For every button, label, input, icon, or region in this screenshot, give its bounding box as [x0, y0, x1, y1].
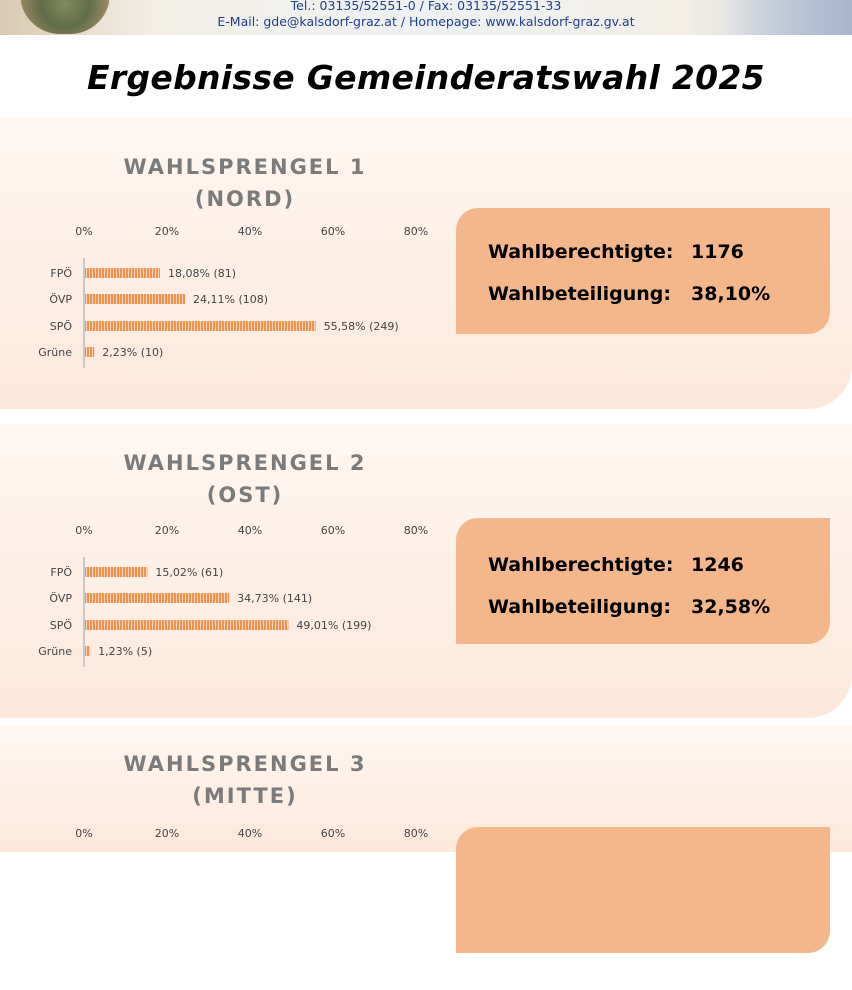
results-bar-chart: 0% 20% 40% 60% 80% FPÖ 15,02% (61) ÖVP 34,73% (1… [38, 524, 428, 667]
results-bar-chart: 0% 20% 40% 60% 80% [75, 827, 428, 840]
district-title: WAHLSPRENGEL 1 (NORD) [100, 151, 390, 215]
x-tick-label: 40% [238, 225, 262, 238]
category-label: FPÖ [50, 267, 72, 280]
eligible-voters-row: Wahlberechtigte: 1246 [488, 554, 744, 576]
x-tick-label: 20% [155, 827, 179, 840]
contact-email-homepage: E-Mail: gde@kalsdorf-graz.at / Homepage:… [217, 14, 635, 29]
district-title-line1: WAHLSPRENGEL 3 [123, 752, 367, 776]
page-title: Ergebnisse Gemeinderatswahl 2025 [87, 58, 765, 97]
district-section-2: WAHLSPRENGEL 2 (OST) 0% 20% 40% 60% 80% FPÖ 15… [0, 424, 852, 718]
header-banner: Tel.: 03135/52551-0 / Fax: 03135/52551-3… [0, 0, 852, 35]
district-stats-box [456, 827, 830, 953]
x-tick-label: 20% [155, 524, 179, 537]
district-title-line1: WAHLSPRENGEL 1 [123, 155, 367, 179]
category-label: SPÖ [50, 320, 73, 333]
data-label: 2,23% (10) [102, 346, 163, 359]
category-label: Grüne [38, 346, 72, 359]
district-title-line2: (MITTE) [192, 784, 298, 808]
x-tick-label: 0% [75, 225, 92, 238]
category-label: SPÖ [50, 619, 73, 632]
x-tick-label: 80% [404, 524, 428, 537]
turnout-value: 38,10% [691, 283, 771, 305]
bar-övp [85, 294, 186, 304]
header-decoration [722, 0, 852, 35]
district-title-line2: (OST) [206, 483, 284, 507]
x-tick-label: 40% [238, 524, 262, 537]
district-stats-box: Wahlberechtigte: 1176 Wahlbeteiligung: 38,… [456, 208, 830, 334]
data-label: 1,23% (5) [98, 645, 152, 658]
district-section-3: WAHLSPRENGEL 3 (MITTE) 0% 20% 40% 60% 80% [0, 726, 852, 953]
category-label: FPÖ [50, 566, 72, 579]
data-label: 49,01% (199) [296, 619, 371, 632]
bar-grüne [85, 646, 91, 656]
district-stats-box: Wahlberechtigte: 1246 Wahlbeteiligung: 32,… [456, 518, 830, 644]
data-label: 24,11% (108) [193, 293, 268, 306]
category-label: ÖVP [49, 592, 72, 605]
eligible-voters-value: 1176 [691, 241, 744, 263]
eligible-voters-label: Wahlberechtigte: [488, 554, 674, 576]
turnout-label: Wahlbeteiligung: [488, 283, 671, 305]
data-label: 18,08% (81) [168, 267, 236, 280]
turnout-value: 32,58% [691, 596, 771, 618]
x-tick-label: 60% [321, 225, 345, 238]
eligible-voters-row: Wahlberechtigte: 1176 [488, 241, 744, 263]
category-label: ÖVP [49, 293, 72, 306]
turnout-row: Wahlbeteiligung: 38,10% [488, 283, 770, 305]
district-section-1: WAHLSPRENGEL 1 (NORD) 0% 20% 40% 60% 80% FPÖ 1… [0, 118, 852, 409]
bar-spö [85, 620, 289, 630]
category-label: Grüne [38, 645, 72, 658]
x-tick-label: 0% [75, 524, 92, 537]
x-tick-label: 60% [321, 524, 345, 537]
bar-fpö [85, 567, 148, 577]
eligible-voters-value: 1246 [691, 554, 744, 576]
data-label: 55,58% (249) [324, 320, 399, 333]
district-title: WAHLSPRENGEL 3 (MITTE) [100, 748, 390, 812]
district-title-line1: WAHLSPRENGEL 2 [123, 451, 367, 475]
x-tick-label: 20% [155, 225, 179, 238]
x-tick-label: 60% [321, 827, 345, 840]
contact-phone-fax: Tel.: 03135/52551-0 / Fax: 03135/52551-3… [290, 0, 562, 13]
bar-övp [85, 593, 230, 603]
bar-grüne [85, 347, 95, 357]
district-title: WAHLSPRENGEL 2 (OST) [100, 447, 390, 511]
district-title-line2: (NORD) [194, 187, 296, 211]
x-tick-label: 40% [238, 827, 262, 840]
x-tick-label: 0% [75, 827, 92, 840]
eligible-voters-label: Wahlberechtigte: [488, 241, 674, 263]
results-bar-chart: 0% 20% 40% 60% 80% FPÖ 18,08% (81) ÖVP 24,11% (1… [38, 225, 428, 368]
x-tick-label: 80% [404, 225, 428, 238]
data-label: 15,02% (61) [155, 566, 223, 579]
bar-spö [85, 321, 316, 331]
bar-fpö [85, 268, 161, 278]
turnout-row: Wahlbeteiligung: 32,58% [488, 596, 770, 618]
x-tick-label: 80% [404, 827, 428, 840]
turnout-label: Wahlbeteiligung: [488, 596, 671, 618]
data-label: 34,73% (141) [237, 592, 312, 605]
